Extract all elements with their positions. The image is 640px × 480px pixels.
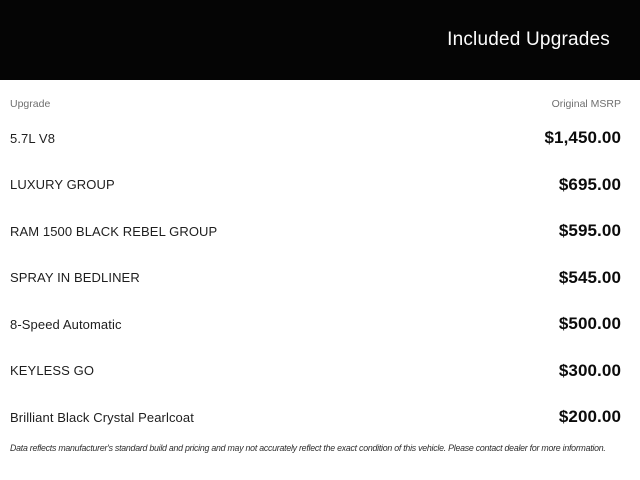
upgrade-name: LUXURY GROUP bbox=[10, 177, 115, 193]
table-header-row: Upgrade Original MSRP bbox=[10, 80, 621, 110]
table-row: KEYLESS GO $300.00 bbox=[10, 348, 621, 395]
upgrade-name: KEYLESS GO bbox=[10, 363, 95, 379]
upgrades-table: Upgrade Original MSRP 5.7L V8 $1,450.00 … bbox=[0, 80, 640, 441]
column-header-upgrade: Upgrade bbox=[10, 97, 51, 110]
upgrade-msrp: $695.00 bbox=[558, 174, 621, 194]
table-row: 5.7L V8 $1,450.00 bbox=[10, 115, 621, 162]
table-row: LUXURY GROUP $695.00 bbox=[10, 162, 621, 209]
upgrade-msrp: $200.00 bbox=[558, 407, 621, 427]
upgrade-name: 8-Speed Automatic bbox=[10, 316, 122, 332]
upgrade-name: Brilliant Black Crystal Pearlcoat bbox=[10, 409, 194, 425]
upgrade-msrp: $545.00 bbox=[558, 267, 621, 287]
page-title: Included Upgrades bbox=[447, 29, 610, 50]
upgrade-msrp: $300.00 bbox=[558, 360, 621, 380]
disclaimer-text: Data reflects manufacturer's standard bu… bbox=[10, 442, 606, 453]
upgrade-msrp: $1,450.00 bbox=[544, 128, 621, 148]
table-row: Brilliant Black Crystal Pearlcoat $200.0… bbox=[10, 394, 621, 441]
banner: Included Upgrades bbox=[0, 0, 640, 80]
table-row: 8-Speed Automatic $500.00 bbox=[10, 301, 621, 348]
table-row: RAM 1500 BLACK REBEL GROUP $595.00 bbox=[10, 208, 621, 255]
upgrade-name: RAM 1500 BLACK REBEL GROUP bbox=[10, 223, 218, 239]
upgrade-name: SPRAY IN BEDLINER bbox=[10, 270, 140, 286]
column-header-original-msrp: Original MSRP bbox=[551, 97, 621, 110]
upgrade-msrp: $595.00 bbox=[558, 221, 621, 241]
table-body: 5.7L V8 $1,450.00 LUXURY GROUP $695.00 R… bbox=[10, 115, 621, 441]
upgrade-msrp: $500.00 bbox=[558, 314, 621, 334]
table-row: SPRAY IN BEDLINER $545.00 bbox=[10, 255, 621, 302]
upgrade-name: 5.7L V8 bbox=[10, 130, 56, 146]
